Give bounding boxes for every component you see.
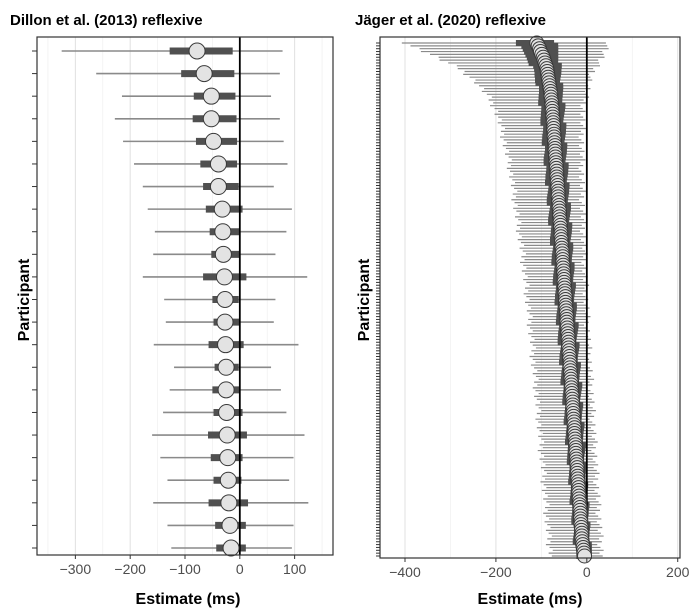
panel1-point-estimate bbox=[188, 42, 206, 60]
panel1-x-tick-label: 0 bbox=[236, 561, 244, 577]
panel1-point-estimate bbox=[220, 494, 238, 512]
panel1-point-estimate bbox=[202, 87, 220, 105]
panel1-title: Dillon et al. (2013) reflexive bbox=[10, 12, 203, 29]
panel1-point-estimate bbox=[213, 200, 231, 218]
panel1-point-estimate bbox=[217, 336, 235, 354]
panel2-panel-border bbox=[379, 36, 681, 559]
panel1-x-axis-label: Estimate (ms) bbox=[136, 591, 241, 608]
panel1-y-axis-label: Participant bbox=[16, 258, 33, 341]
panel2-title: Jäger et al. (2020) reflexive bbox=[355, 12, 546, 29]
panel1-point-estimate bbox=[216, 291, 234, 308]
panel1-point-estimate bbox=[218, 426, 236, 444]
panel2-x-axis-label: Estimate (ms) bbox=[478, 591, 583, 608]
panel2-y-axis-label: Participant bbox=[356, 258, 373, 341]
panel2-x-tick-label: 0 bbox=[583, 564, 591, 580]
panel2-x-tick-label: 200 bbox=[666, 564, 690, 580]
panel2-x-tick-label: −400 bbox=[389, 564, 421, 580]
panel1-point-estimate bbox=[209, 155, 227, 173]
panel2-point-estimate bbox=[577, 548, 593, 564]
panel1-point-estimate bbox=[202, 110, 220, 128]
panel1-point-estimate bbox=[218, 403, 236, 421]
panel1-point-estimate bbox=[195, 65, 213, 83]
panel2-x-tick-label: −200 bbox=[480, 564, 512, 580]
panel1-point-estimate bbox=[209, 178, 227, 196]
panel1-plot-area: −300 −200 −100 0 100 bbox=[32, 36, 334, 577]
panel1-point-estimate bbox=[216, 313, 234, 331]
panel1-point-estimate bbox=[214, 223, 232, 241]
panel1-point-estimate bbox=[222, 539, 240, 557]
panel1-point-estimate bbox=[217, 358, 235, 376]
panel1-point-estimate bbox=[219, 449, 237, 467]
panel1-point-estimate bbox=[221, 516, 239, 534]
panel1-x-tick-label: −300 bbox=[60, 561, 92, 577]
panel1-x-tick-label: −100 bbox=[169, 561, 201, 577]
panel1-point-estimate bbox=[215, 268, 233, 286]
panel1-x-tick-label: 100 bbox=[283, 561, 307, 577]
panel1-point-estimate bbox=[217, 381, 235, 399]
panel1-point-estimate bbox=[205, 132, 223, 150]
panel1-point-estimate bbox=[219, 471, 237, 489]
panel1-point-estimate bbox=[214, 245, 232, 263]
panel1-x-tick-label: −200 bbox=[114, 561, 146, 577]
panel2-plot-area: −400 −200 0 200 bbox=[376, 35, 690, 580]
